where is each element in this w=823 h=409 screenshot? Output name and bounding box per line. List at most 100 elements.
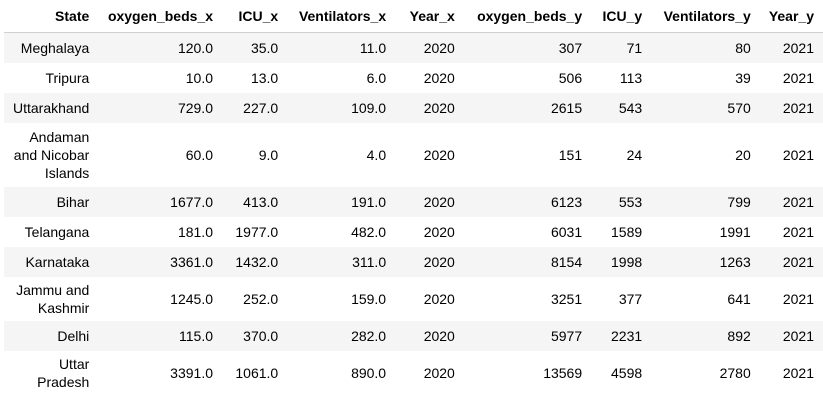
column-header-ventilators-x: Ventilators_x xyxy=(287,0,396,33)
cell-year-y: 2021 xyxy=(759,92,823,123)
table-body: Meghalaya 120.0 35.0 11.0 2020 307 71 80… xyxy=(4,32,823,395)
cell-state: Jammu and Kashmir xyxy=(4,276,99,321)
cell-state: Uttar Pradesh xyxy=(4,350,99,395)
column-header-oxygen-beds-y: oxygen_beds_y xyxy=(463,0,592,33)
cell-oxygen-beds-x: 120.0 xyxy=(98,32,222,63)
cell-icu-y: 24 xyxy=(591,122,652,187)
cell-ventilators-y: 570 xyxy=(651,92,760,123)
table-row: Meghalaya 120.0 35.0 11.0 2020 307 71 80… xyxy=(4,32,823,63)
cell-state: Tripura xyxy=(4,62,99,93)
cell-year-y: 2021 xyxy=(759,246,823,277)
cell-year-x: 2020 xyxy=(395,246,464,277)
cell-oxygen-beds-x: 10.0 xyxy=(98,62,222,93)
cell-state: Bihar xyxy=(4,186,99,217)
cell-ventilators-y: 1263 xyxy=(651,246,760,277)
cell-year-y: 2021 xyxy=(759,32,823,63)
column-header-oxygen-beds-x: oxygen_beds_x xyxy=(98,0,222,33)
cell-icu-x: 1061.0 xyxy=(222,350,288,395)
cell-year-y: 2021 xyxy=(759,122,823,187)
cell-icu-y: 543 xyxy=(591,92,652,123)
cell-icu-x: 370.0 xyxy=(222,320,288,351)
cell-oxygen-beds-y: 2615 xyxy=(463,92,592,123)
cell-ventilators-y: 80 xyxy=(651,32,760,63)
cell-ventilators-x: 282.0 xyxy=(287,320,396,351)
cell-ventilators-y: 799 xyxy=(651,186,760,217)
cell-oxygen-beds-x: 729.0 xyxy=(98,92,222,123)
cell-oxygen-beds-y: 5977 xyxy=(463,320,592,351)
cell-icu-y: 2231 xyxy=(591,320,652,351)
cell-ventilators-x: 191.0 xyxy=(287,186,396,217)
cell-oxygen-beds-x: 115.0 xyxy=(98,320,222,351)
cell-oxygen-beds-x: 3391.0 xyxy=(98,350,222,395)
cell-year-x: 2020 xyxy=(395,320,464,351)
cell-year-y: 2021 xyxy=(759,186,823,217)
cell-year-y: 2021 xyxy=(759,216,823,247)
table-row: Uttar Pradesh 3391.0 1061.0 890.0 2020 1… xyxy=(4,350,823,395)
cell-year-x: 2020 xyxy=(395,92,464,123)
cell-ventilators-x: 159.0 xyxy=(287,276,396,321)
cell-icu-x: 227.0 xyxy=(222,92,288,123)
cell-ventilators-y: 892 xyxy=(651,320,760,351)
cell-year-x: 2020 xyxy=(395,350,464,395)
cell-icu-x: 413.0 xyxy=(222,186,288,217)
cell-state: Telangana xyxy=(4,216,99,247)
cell-oxygen-beds-y: 307 xyxy=(463,32,592,63)
cell-oxygen-beds-y: 13569 xyxy=(463,350,592,395)
cell-icu-y: 113 xyxy=(591,62,652,93)
table-row: Telangana 181.0 1977.0 482.0 2020 6031 1… xyxy=(4,216,823,247)
cell-state: Uttarakhand xyxy=(4,92,99,123)
cell-icu-x: 13.0 xyxy=(222,62,288,93)
cell-state: Andaman and Nicobar Islands xyxy=(4,122,99,187)
cell-state: Meghalaya xyxy=(4,32,99,63)
table-row: Andaman and Nicobar Islands 60.0 9.0 4.0… xyxy=(4,122,823,187)
cell-ventilators-y: 2780 xyxy=(651,350,760,395)
cell-icu-y: 71 xyxy=(591,32,652,63)
cell-icu-y: 1998 xyxy=(591,246,652,277)
cell-ventilators-y: 39 xyxy=(651,62,760,93)
cell-ventilators-x: 109.0 xyxy=(287,92,396,123)
cell-year-y: 2021 xyxy=(759,350,823,395)
column-header-state: State xyxy=(4,0,99,33)
column-header-ventilators-y: Ventilators_y xyxy=(651,0,760,33)
cell-year-y: 2021 xyxy=(759,62,823,93)
table-row: Tripura 10.0 13.0 6.0 2020 506 113 39 20… xyxy=(4,62,823,93)
cell-icu-x: 35.0 xyxy=(222,32,288,63)
cell-year-x: 2020 xyxy=(395,216,464,247)
cell-icu-y: 1589 xyxy=(591,216,652,247)
cell-oxygen-beds-x: 1677.0 xyxy=(98,186,222,217)
table-row: Delhi 115.0 370.0 282.0 2020 5977 2231 8… xyxy=(4,320,823,351)
cell-oxygen-beds-y: 6031 xyxy=(463,216,592,247)
cell-ventilators-x: 6.0 xyxy=(287,62,396,93)
column-header-year-y: Year_y xyxy=(759,0,823,33)
cell-oxygen-beds-y: 3251 xyxy=(463,276,592,321)
cell-year-x: 2020 xyxy=(395,122,464,187)
cell-oxygen-beds-y: 506 xyxy=(463,62,592,93)
cell-ventilators-y: 1991 xyxy=(651,216,760,247)
cell-icu-x: 9.0 xyxy=(222,122,288,187)
cell-oxygen-beds-y: 8154 xyxy=(463,246,592,277)
cell-oxygen-beds-y: 151 xyxy=(463,122,592,187)
cell-oxygen-beds-x: 1245.0 xyxy=(98,276,222,321)
table-row: Karnataka 3361.0 1432.0 311.0 2020 8154 … xyxy=(4,246,823,277)
cell-icu-y: 553 xyxy=(591,186,652,217)
table-header: State oxygen_beds_x ICU_x Ventilators_x … xyxy=(4,0,823,33)
cell-oxygen-beds-x: 3361.0 xyxy=(98,246,222,277)
cell-year-x: 2020 xyxy=(395,186,464,217)
cell-year-y: 2021 xyxy=(759,320,823,351)
cell-year-x: 2020 xyxy=(395,32,464,63)
header-row: State oxygen_beds_x ICU_x Ventilators_x … xyxy=(4,0,823,33)
cell-state: Karnataka xyxy=(4,246,99,277)
cell-oxygen-beds-x: 181.0 xyxy=(98,216,222,247)
cell-year-x: 2020 xyxy=(395,276,464,321)
cell-ventilators-x: 482.0 xyxy=(287,216,396,247)
column-header-year-x: Year_x xyxy=(395,0,464,33)
dataframe-table: State oxygen_beds_x ICU_x Ventilators_x … xyxy=(4,0,823,395)
cell-ventilators-x: 11.0 xyxy=(287,32,396,63)
cell-icu-y: 377 xyxy=(591,276,652,321)
table-row: Bihar 1677.0 413.0 191.0 2020 6123 553 7… xyxy=(4,186,823,217)
column-header-icu-y: ICU_y xyxy=(591,0,652,33)
table-row: Jammu and Kashmir 1245.0 252.0 159.0 202… xyxy=(4,276,823,321)
cell-icu-x: 252.0 xyxy=(222,276,288,321)
cell-state: Delhi xyxy=(4,320,99,351)
cell-icu-y: 4598 xyxy=(591,350,652,395)
